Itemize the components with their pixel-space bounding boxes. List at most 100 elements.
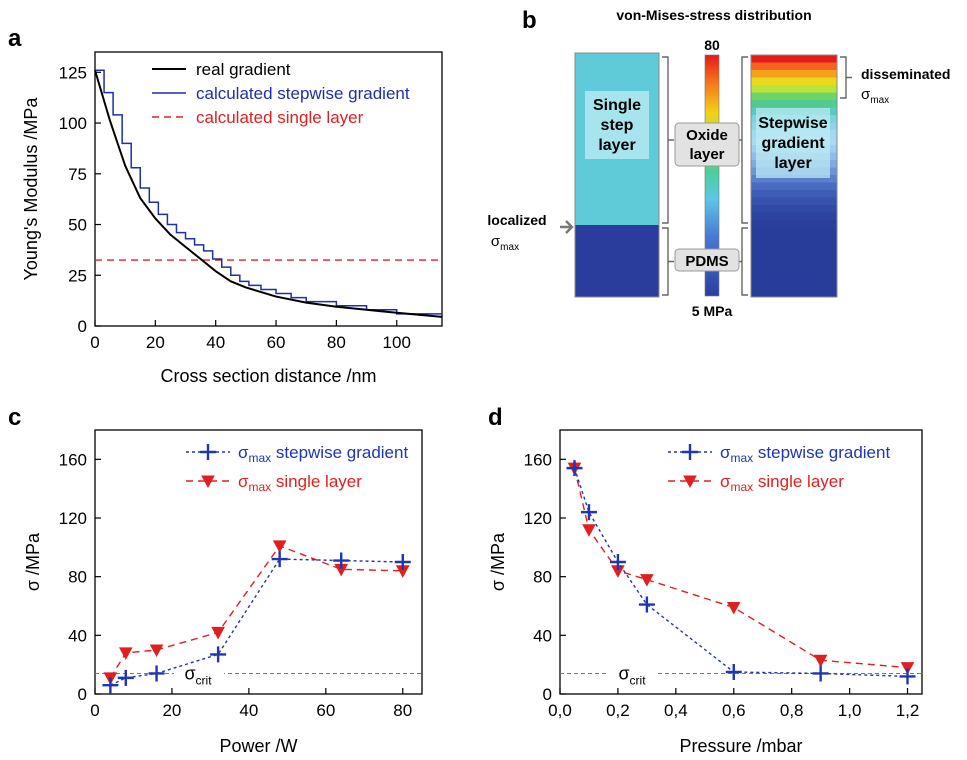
sigma-crit-label-sub: crit: [196, 673, 213, 687]
bracket-left-oxide: [662, 56, 674, 224]
panel-letter-c: c: [8, 404, 21, 431]
pdms-label-box: [674, 248, 740, 272]
sigma-crit-bg: [608, 661, 658, 684]
gradient-band: [751, 92, 837, 101]
x-tick-label: 0: [90, 333, 99, 352]
x-tick-label: 80: [327, 333, 346, 352]
y-tick-label: 0: [78, 317, 87, 336]
legend-label: σmax single layer: [238, 472, 362, 494]
legend-label-sub: max: [731, 480, 754, 494]
gradient-band: [751, 55, 837, 63]
localized-sigma-label-main: σ: [491, 233, 501, 250]
gradient-band: [751, 77, 837, 86]
y-tick-label: 40: [533, 626, 552, 645]
legend-label-name: stepwise gradient: [753, 443, 890, 462]
y-tick-label: 40: [68, 626, 87, 645]
gradient-layer-label: Stepwise: [758, 115, 827, 132]
x-axis-label: Power /W: [219, 736, 297, 755]
localized-sigma-label-sub: max: [500, 242, 519, 253]
marker-triangle: [211, 626, 225, 640]
colorbar-min-label: 5 MPa: [692, 303, 733, 319]
legend-label: calculated single layer: [196, 108, 364, 127]
marker-triangle: [640, 574, 654, 587]
y-tick-label: 160: [59, 450, 87, 469]
gradient-layer-label: layer: [774, 155, 811, 172]
x-tick-label: 0,2: [606, 701, 630, 720]
marker-plus: [638, 596, 655, 613]
legend-label: σmax stepwise gradient: [720, 443, 890, 465]
legend-label-prefix: σ: [238, 472, 249, 491]
sigma-crit-label-main: σ: [618, 663, 629, 683]
gradient-band: [751, 182, 837, 191]
legend-label: σmax stepwise gradient: [238, 443, 408, 465]
diagram-title: von-Mises-stress distribution: [616, 7, 811, 23]
gradient-pdms-block: [751, 235, 837, 297]
marker-triangle: [683, 475, 697, 489]
x-axis-label: Pressure /mbar: [679, 736, 802, 755]
single-layer-outline: [574, 52, 660, 298]
single-layer-label: layer: [598, 137, 635, 154]
plot-frame: [559, 429, 923, 695]
x-axis-label: Cross section distance /nm: [160, 366, 376, 386]
y-tick-label: 120: [524, 509, 552, 528]
legend-a: real gradient calculated stepwise gradien…: [152, 60, 410, 127]
gradient-band: [751, 212, 837, 221]
gradient-label-box: [756, 108, 830, 178]
gradient-band: [751, 197, 837, 206]
y-tick-label: 0: [78, 685, 87, 704]
gradient-band: [751, 175, 837, 183]
marker-plus: [200, 444, 216, 460]
y-axis-label: Young's Modulus /MPa: [21, 97, 41, 281]
legend-label-prefix: σ: [720, 472, 731, 491]
marker-triangle: [272, 540, 287, 553]
single-layer-pdms-block: [575, 225, 659, 297]
series-stepwise-line: [95, 69, 442, 315]
y-tick-label: 125: [59, 63, 87, 82]
oxide-label: layer: [689, 146, 724, 163]
gradient-band: [751, 190, 837, 198]
disseminated-label: disseminated: [861, 66, 950, 82]
legend-label: real gradient: [196, 60, 291, 79]
x-tick-label: 40: [239, 701, 258, 720]
sigma-crit-bg: [174, 661, 224, 684]
legend-label-name: stepwise gradient: [271, 443, 408, 462]
single-layer-label-box: [585, 91, 649, 159]
y-tick-label: 160: [524, 450, 552, 469]
sigma-crit-label-main: σ: [184, 663, 195, 683]
x-tick-label: 60: [316, 701, 335, 720]
panel-letter-b: b: [522, 7, 537, 34]
x-tick-label: 20: [146, 333, 165, 352]
series-real-gradient-line: [94, 69, 443, 318]
panel-b-diagram: von-Mises-stress distribution Single step l…: [487, 7, 950, 319]
legend-label-prefix: σ: [238, 443, 249, 462]
series-line: [109, 545, 403, 679]
x-tick-label: 0,4: [664, 701, 688, 720]
legend-label-name: single layer: [753, 472, 844, 491]
series-line: [110, 558, 403, 686]
bracket-left-pdms: [662, 227, 674, 296]
y-tick-label: 0: [543, 685, 552, 704]
marker-plus: [899, 668, 916, 685]
x-tick-label: 0,8: [780, 701, 804, 720]
series-line: [573, 467, 908, 669]
marker-triangle: [900, 662, 915, 675]
y-tick-label: 100: [59, 114, 87, 133]
plot-frame: [94, 51, 443, 327]
x-tick-label: 1,2: [896, 701, 920, 720]
marker-plus: [210, 646, 227, 663]
marker-plus: [117, 669, 134, 686]
x-tick-label: 40: [206, 333, 225, 352]
sigma-crit-label: σcrit: [618, 663, 646, 687]
panel-letter-a: a: [8, 25, 22, 52]
y-tick-label: 80: [533, 568, 552, 587]
legend-label: σmax single layer: [720, 472, 844, 494]
colorbar-max-label: 80: [704, 37, 720, 53]
single-layer-label: Single: [593, 97, 641, 114]
marker-triangle: [118, 647, 133, 660]
legend-label-prefix: σ: [720, 443, 731, 462]
y-axis-label: σ /MPa: [488, 532, 508, 591]
